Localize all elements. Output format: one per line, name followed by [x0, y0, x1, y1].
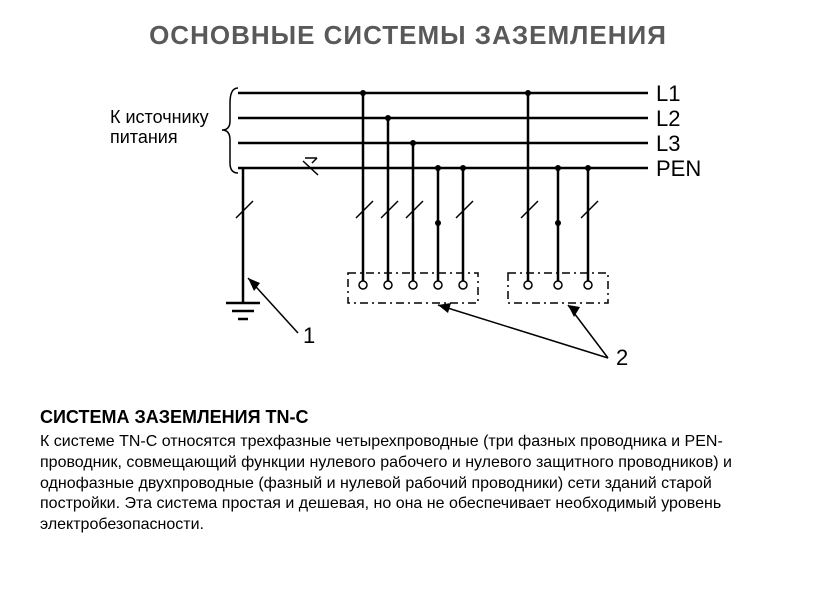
- line-label-l3: L3: [656, 131, 680, 156]
- line-label-l2: L2: [656, 106, 680, 131]
- line-label-l1: L1: [656, 81, 680, 106]
- line-label-pen: PEN: [656, 156, 701, 181]
- grounding-diagram: L1 L2 L3 PEN К источнику питания: [108, 63, 708, 383]
- source-label-1: К источнику: [110, 107, 209, 127]
- diagram-container: L1 L2 L3 PEN К источнику питания: [40, 63, 776, 383]
- callout-1: 1: [303, 323, 315, 348]
- section-subtitle: СИСТЕМА ЗАЗЕМЛЕНИЯ TN-C: [40, 407, 776, 428]
- section-body: К системе TN-C относятся трехфазные четы…: [40, 432, 776, 536]
- callout-2: 2: [616, 345, 628, 370]
- page-title: ОСНОВНЫЕ СИСТЕМЫ ЗАЗЕМЛЕНИЯ: [40, 20, 776, 51]
- source-label-2: питания: [110, 127, 178, 147]
